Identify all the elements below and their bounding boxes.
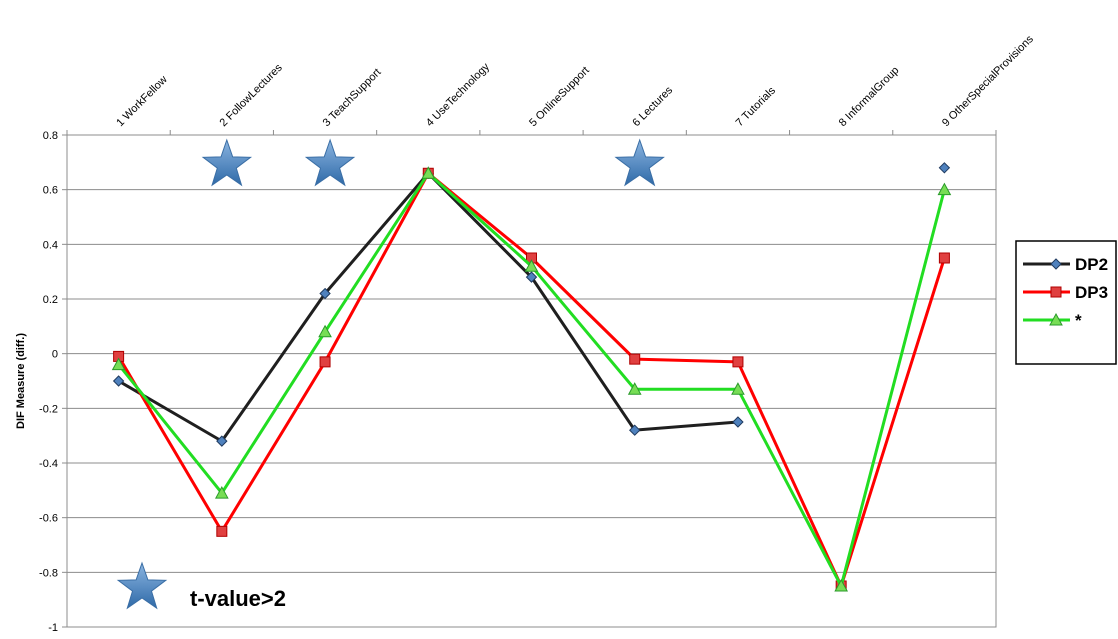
y-tick-label: 0.2	[43, 294, 58, 306]
annotation-text: t-value>2	[190, 586, 286, 611]
data-point	[319, 356, 331, 368]
y-tick-label: 0.8	[43, 130, 58, 142]
data-point	[938, 252, 950, 264]
legend-label: DP3	[1075, 283, 1108, 302]
significance-star-icon	[201, 138, 253, 187]
legend-marker	[1050, 286, 1062, 298]
data-point	[112, 375, 125, 387]
data-point	[629, 424, 641, 436]
annotation: t-value>2	[116, 561, 286, 611]
x-tick-label: 4 UseTechnology	[424, 61, 493, 130]
x-tick-label: 7 Tutorials	[734, 84, 779, 129]
plot-area	[66, 134, 997, 628]
data-point	[732, 356, 744, 368]
x-tick-label: 8 InformalGroup	[837, 64, 902, 129]
x-tick-label: 1 WorkFellow	[114, 74, 169, 129]
data-point	[834, 578, 849, 592]
data-point	[627, 382, 642, 395]
x-tick-label: 9 OtherSpecialProvisions	[940, 33, 1036, 129]
significance-star-icon	[614, 138, 665, 187]
series-3	[111, 166, 952, 592]
y-tick-label: 0	[52, 349, 58, 361]
legend-marker	[1050, 258, 1062, 270]
legend-box	[1015, 240, 1117, 365]
data-point	[937, 182, 952, 196]
significance-star-icon	[304, 138, 356, 187]
x-tick-label: 5 OnlineSupport	[527, 64, 592, 129]
legend-marker	[1049, 312, 1063, 326]
legend-item: *	[1023, 311, 1082, 330]
data-point	[111, 357, 126, 371]
data-point	[524, 259, 539, 272]
data-point	[421, 166, 436, 179]
y-tick-label: -0.4	[39, 458, 58, 470]
series	[111, 162, 952, 592]
data-point	[216, 435, 228, 447]
y-tick-label: 0.4	[43, 239, 58, 251]
y-tick-label: 0.6	[43, 185, 58, 197]
y-tick-label: -0.6	[39, 513, 58, 525]
legend-item: DP2	[1023, 255, 1108, 274]
data-point	[216, 525, 228, 537]
legend-label: *	[1075, 311, 1082, 330]
annotation-star-icon	[116, 561, 168, 610]
x-tick-label: 6 Lectures	[630, 84, 675, 129]
y-tick-label: -0.2	[39, 403, 58, 415]
data-point	[629, 353, 641, 365]
y-axis-label: DIF Measure (diff.)	[15, 333, 27, 429]
y-tick-label: -1	[48, 622, 58, 634]
data-point	[525, 271, 538, 283]
legend-label: DP2	[1075, 255, 1108, 274]
data-point	[731, 382, 745, 395]
x-tick-label: 3 TeachSupport	[321, 66, 384, 129]
legend-item: DP3	[1023, 283, 1108, 302]
x-axis-ticks: 1 WorkFellow 2 FollowLectures 3 TeachSuppo…	[66, 33, 1036, 135]
data-point	[732, 416, 744, 428]
x-tick-label: 2 FollowLectures	[217, 61, 285, 129]
significance-stars	[201, 138, 665, 187]
gridlines	[67, 189, 996, 573]
data-point	[214, 486, 229, 499]
y-axis-ticks: 0.8 0.6 0.4 0.2 0 -0.2 -0.4 -0.6 -0.8 -1	[39, 130, 67, 634]
data-point	[938, 162, 951, 174]
data-point	[318, 324, 332, 338]
data-point	[319, 287, 331, 300]
y-tick-label: -0.8	[39, 567, 58, 579]
legend: DP2 DP3 *	[1015, 240, 1117, 365]
